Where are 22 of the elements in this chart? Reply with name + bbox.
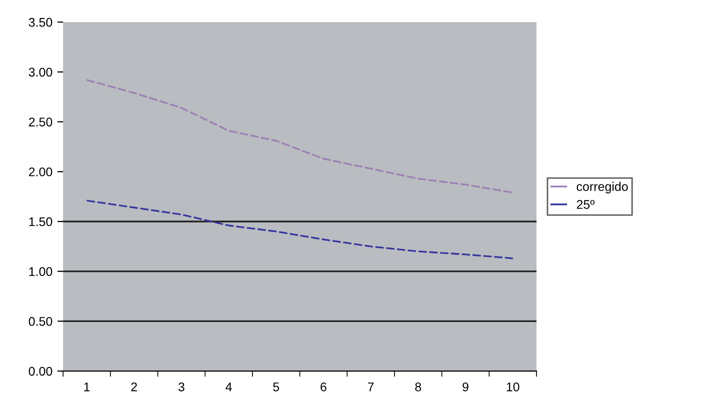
y-tick-label: 1.50	[29, 217, 52, 226]
x-tick-label: 8	[415, 382, 422, 392]
x-tick-label: 7	[368, 382, 374, 392]
legend-label: corregido	[576, 182, 628, 194]
x-tick-label: 3	[178, 382, 184, 392]
y-tick-label: 0.00	[28, 366, 52, 376]
y-tick-label: 1.00	[29, 267, 52, 276]
x-tick-label: 10	[506, 382, 520, 392]
line-series	[86, 200, 514, 260]
x-tick-label: 5	[273, 382, 280, 392]
y-tick-label: 2.00	[28, 167, 52, 176]
legend-label: 25º	[576, 200, 595, 209]
y-tick-label: 3.00	[28, 68, 52, 77]
x-tick-label: 2	[131, 382, 137, 392]
y-tick-label: 3.50	[28, 18, 52, 27]
x-tick-label: 1	[84, 382, 90, 392]
x-tick-label: 4	[226, 382, 232, 392]
y-tick-label: 0.50	[28, 317, 52, 326]
x-tick-label: 9	[462, 382, 468, 392]
x-tick-label: 6	[320, 382, 326, 392]
y-tick-label: 2.50	[28, 118, 52, 126]
line-series	[86, 79, 514, 194]
